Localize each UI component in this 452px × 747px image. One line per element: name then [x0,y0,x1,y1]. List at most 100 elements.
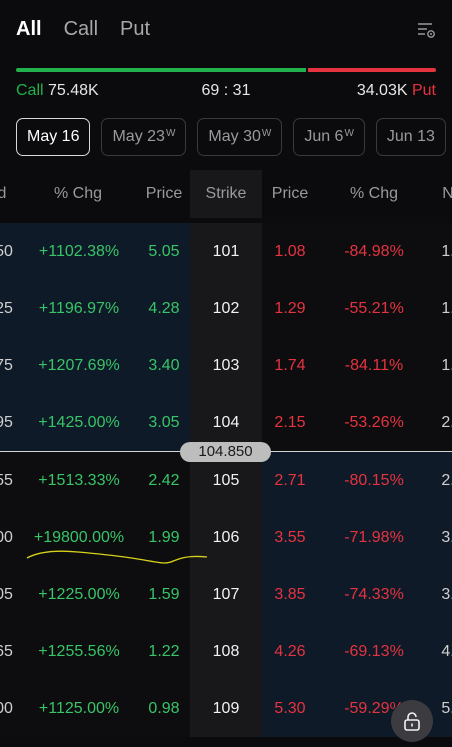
call-pct-chg: +1125.00% [38,700,120,717]
option-row[interactable]: 05 +1225.00% 1.59 107 3.85 -74.33% 3. [0,566,452,623]
expiry-label: May 30 [208,128,261,145]
call-pct-chg: +1225.00% [38,586,120,603]
call-ratio-fill [16,68,306,72]
call-price[interactable]: 1.99 [148,529,180,546]
header-call-pct-chg[interactable]: % Chg [53,185,103,202]
tab-all[interactable]: All [16,18,42,40]
put-price[interactable]: 1.29 [274,300,306,317]
put-partial-cell: 3. [441,529,452,546]
strike-price: 108 [212,643,240,660]
filter-settings-icon[interactable] [416,20,436,40]
put-partial-cell: 3. [441,586,452,603]
option-row[interactable]: 25 +1196.97% 4.28 102 1.29 -55.21% 1. [0,280,452,337]
put-price[interactable]: 1.08 [274,243,306,260]
put-price[interactable]: 2.71 [274,472,306,489]
call-price[interactable]: 1.22 [148,643,180,660]
put-price[interactable]: 3.55 [274,529,306,546]
unlock-button[interactable] [391,700,433,742]
call-partial-cell: 00 [0,529,13,546]
unlock-icon [404,712,420,731]
otm-put-bg [262,394,452,451]
tab-call[interactable]: Call [63,18,99,40]
call-partial-cell: 95 [0,414,13,431]
strike-price: 105 [212,472,240,489]
call-put-volume-row: Call 75.48K 69 : 31 34.03K Put [16,82,436,102]
put-pct-chg: -59.29% [344,700,404,717]
put-price[interactable]: 5.30 [274,700,306,717]
put-price[interactable]: 3.85 [274,586,306,603]
put-price[interactable]: 2.15 [274,414,306,431]
put-label: Put [411,82,436,99]
option-row[interactable]: 00 +1125.00% 0.98 109 5.30 -59.29% 5. [0,680,452,737]
call-pct-chg: +1207.69% [38,357,120,374]
weekly-marker: W [165,127,176,139]
strike-column-bg [190,170,262,218]
strike-price: 104 [212,414,240,431]
put-pct-chg: -55.21% [344,300,404,317]
header-put-pct-chg[interactable]: % Chg [349,185,399,202]
expiry-chip-may-30[interactable]: May 30 W [197,118,283,156]
put-pct-chg: -69.13% [344,643,404,660]
put-partial-cell: 2. [441,414,452,431]
call-volume-value: 75.48K [48,82,99,99]
option-row[interactable]: 75 +1207.69% 3.40 103 1.74 -84.11% 1. [0,337,452,394]
otm-call-bg [0,566,190,623]
option-chain-header: d % Chg Price Strike Price % Chg N [0,170,452,218]
expiry-label: May 16 [27,128,80,145]
itm-put-bg [262,623,452,680]
call-put-ratio-bar [16,68,436,72]
put-pct-chg: -71.98% [344,529,404,546]
put-pct-chg: -53.26% [344,414,404,431]
call-pct-chg: +19800.00% [33,529,125,546]
otm-put-bg [262,223,452,280]
header-put-partial: N [442,185,452,202]
call-partial-cell: 75 [0,357,13,374]
itm-put-bg [262,509,452,566]
put-pct-chg: -84.98% [344,243,404,260]
option-row[interactable]: 95 +1425.00% 3.05 104 2.15 -53.26% 2. [0,394,452,451]
call-pct-chg: +1513.33% [38,472,120,489]
header-put-price[interactable]: Price [271,185,309,202]
header-call-price[interactable]: Price [145,185,183,202]
otm-call-bg [0,680,190,737]
option-row[interactable]: 65 +1255.56% 1.22 108 4.26 -69.13% 4. [0,623,452,680]
option-row[interactable]: 50 +1102.38% 5.05 101 1.08 -84.98% 1. [0,223,452,280]
otm-call-bg [0,623,190,680]
put-price[interactable]: 4.26 [274,643,306,660]
call-price[interactable]: 3.05 [148,414,180,431]
put-price[interactable]: 1.74 [274,357,306,374]
hand-drawn-underline [26,550,208,564]
call-put-ratio-text: 69 : 31 [201,82,251,99]
put-partial-cell: 5. [441,700,452,717]
call-price[interactable]: 1.59 [148,586,180,603]
call-pct-chg: +1102.38% [38,243,120,260]
itm-call-bg [0,394,190,451]
call-price[interactable]: 3.40 [148,357,180,374]
expiry-chip-jun-13[interactable]: Jun 13 [375,118,446,156]
itm-put-bg [262,452,452,509]
call-price[interactable]: 2.42 [148,472,180,489]
strike-column-bg [190,280,262,337]
put-volume: 34.03K Put [357,82,436,100]
call-pct-chg: +1425.00% [38,414,120,431]
tab-put[interactable]: Put [120,18,151,40]
itm-put-bg [262,566,452,623]
put-partial-cell: 2. [441,472,452,489]
put-pct-chg: -74.33% [344,586,404,603]
put-pct-chg: -84.11% [344,357,404,374]
call-volume: Call 75.48K [16,82,99,100]
put-partial-cell: 1. [441,300,452,317]
call-price[interactable]: 5.05 [148,243,180,260]
expiry-chip-may-16[interactable]: May 16 [16,118,91,156]
itm-call-bg [0,280,190,337]
call-pct-chg: +1255.56% [38,643,120,660]
call-price[interactable]: 0.98 [148,700,180,717]
call-price[interactable]: 4.28 [148,300,180,317]
expiry-chip-may-23[interactable]: May 23 W [101,118,187,156]
call-partial-cell: 65 [0,643,13,660]
option-row[interactable]: 00 +19800.00% 1.99 106 3.55 -71.98% 3. [0,509,452,566]
header-strike[interactable]: Strike [205,185,247,202]
strike-price: 102 [212,300,240,317]
